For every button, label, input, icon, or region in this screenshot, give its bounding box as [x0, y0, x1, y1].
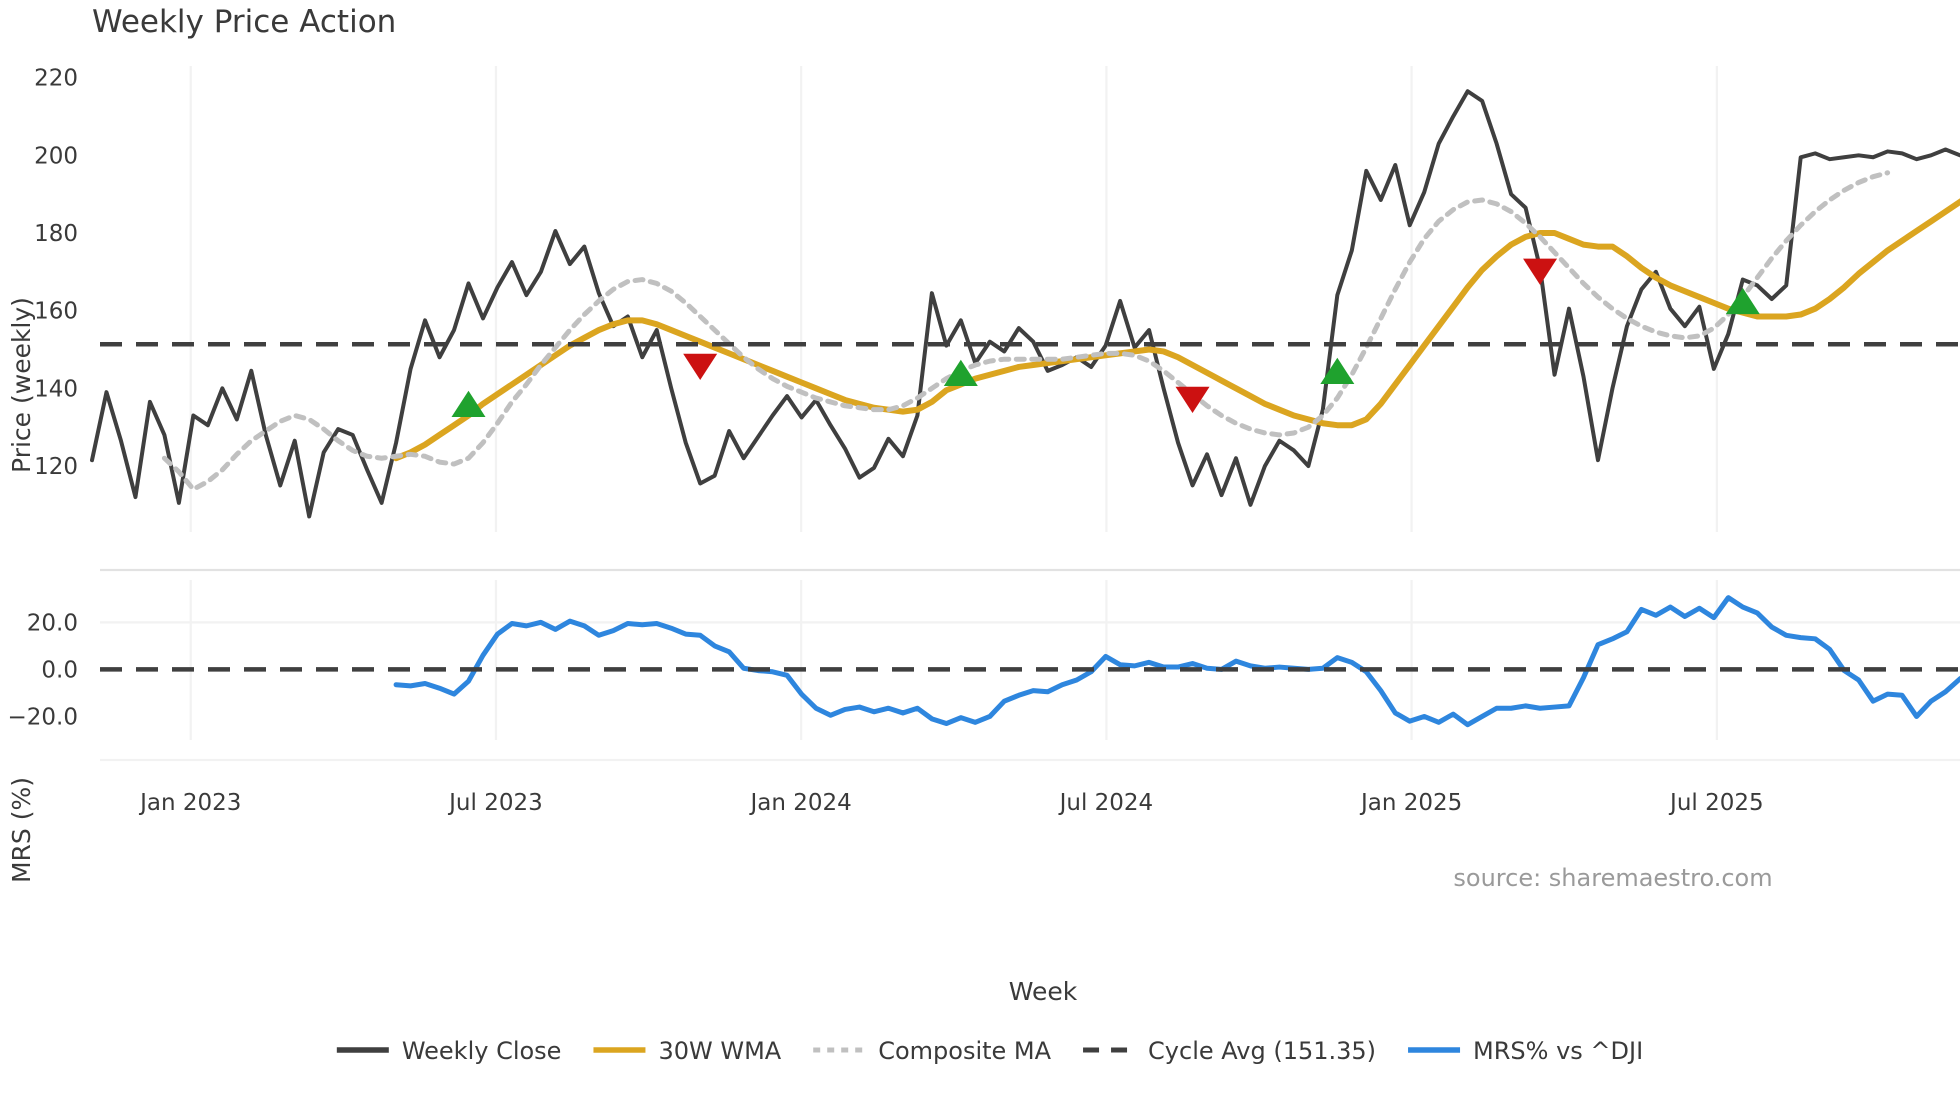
series-line-weekly-close	[90, 89, 1960, 519]
x-tick-label: Jan 2024	[749, 790, 852, 816]
legend-item[interactable]: 30W WMA	[593, 1037, 782, 1065]
price-y-tick-label: 200	[34, 143, 78, 169]
legend-label: Cycle Avg (151.35)	[1148, 1037, 1376, 1065]
x-tick-label: Jan 2023	[138, 790, 241, 816]
mrs-y-tick-label: −20.0	[8, 704, 78, 730]
series-line-composite-ma	[161, 170, 1891, 492]
series-line-mrs-vs-dji	[393, 595, 1960, 728]
buy-signal-marker	[943, 359, 978, 386]
sell-signal-marker	[683, 353, 718, 381]
x-tick-label: Jul 2025	[1668, 790, 1764, 816]
price-y-axis-ticks: 120 140 160 180 200 220	[34, 66, 78, 480]
legend-label: Weekly Close	[402, 1037, 562, 1065]
mrs-y-axis-ticks: −20.0 0.0 20.0	[8, 610, 78, 730]
buy-signal-marker	[1320, 357, 1355, 385]
price-axis-label: Price (weekly)	[7, 297, 36, 473]
sell-signal-marker	[1175, 386, 1210, 414]
price-y-tick-label: 120	[34, 454, 78, 480]
legend-item[interactable]: Weekly Close	[336, 1037, 562, 1065]
legend-item[interactable]: Composite MA	[813, 1037, 1052, 1065]
legend-label: Composite MA	[878, 1037, 1051, 1065]
legend-item[interactable]: MRS% vs ^DJI	[1408, 1037, 1643, 1065]
legend-label: 30W WMA	[658, 1037, 781, 1065]
x-axis-ticks: Jan 2023 Jul 2023 Jan 2024 Jul 2024 Jan 2025…	[138, 790, 1764, 816]
buy-signal-marker	[1725, 287, 1760, 315]
gridlines	[100, 66, 1960, 762]
chart-title: Weekly Price Action	[92, 4, 396, 40]
price-y-tick-label: 160	[34, 299, 78, 325]
buy-signal-marker	[451, 390, 486, 418]
x-axis-label: Week	[1009, 977, 1078, 1006]
source-watermark: source: sharemaestro.com	[1453, 864, 1772, 892]
legend-item[interactable]: Cycle Avg (151.35)	[1083, 1037, 1376, 1065]
chart-legend: Weekly Close 30W WMA Composite MA Cycle Avg…	[336, 1037, 1643, 1065]
x-tick-label: Jul 2023	[447, 790, 543, 816]
mrs-series-group	[393, 595, 1960, 728]
mrs-y-tick-label: 20.0	[27, 610, 78, 636]
signal-markers-group	[451, 258, 1760, 418]
mrs-y-tick-label: 0.0	[41, 657, 78, 683]
price-y-tick-label: 180	[34, 221, 78, 247]
mrs-axis-label: MRS (%)	[7, 777, 36, 883]
x-tick-label: Jul 2024	[1058, 790, 1154, 816]
price-y-tick-label: 140	[34, 376, 78, 402]
legend-label: MRS% vs ^DJI	[1473, 1037, 1643, 1065]
price-y-tick-label: 220	[34, 66, 78, 92]
x-tick-label: Jan 2025	[1359, 790, 1462, 816]
sell-signal-marker	[1523, 258, 1558, 285]
